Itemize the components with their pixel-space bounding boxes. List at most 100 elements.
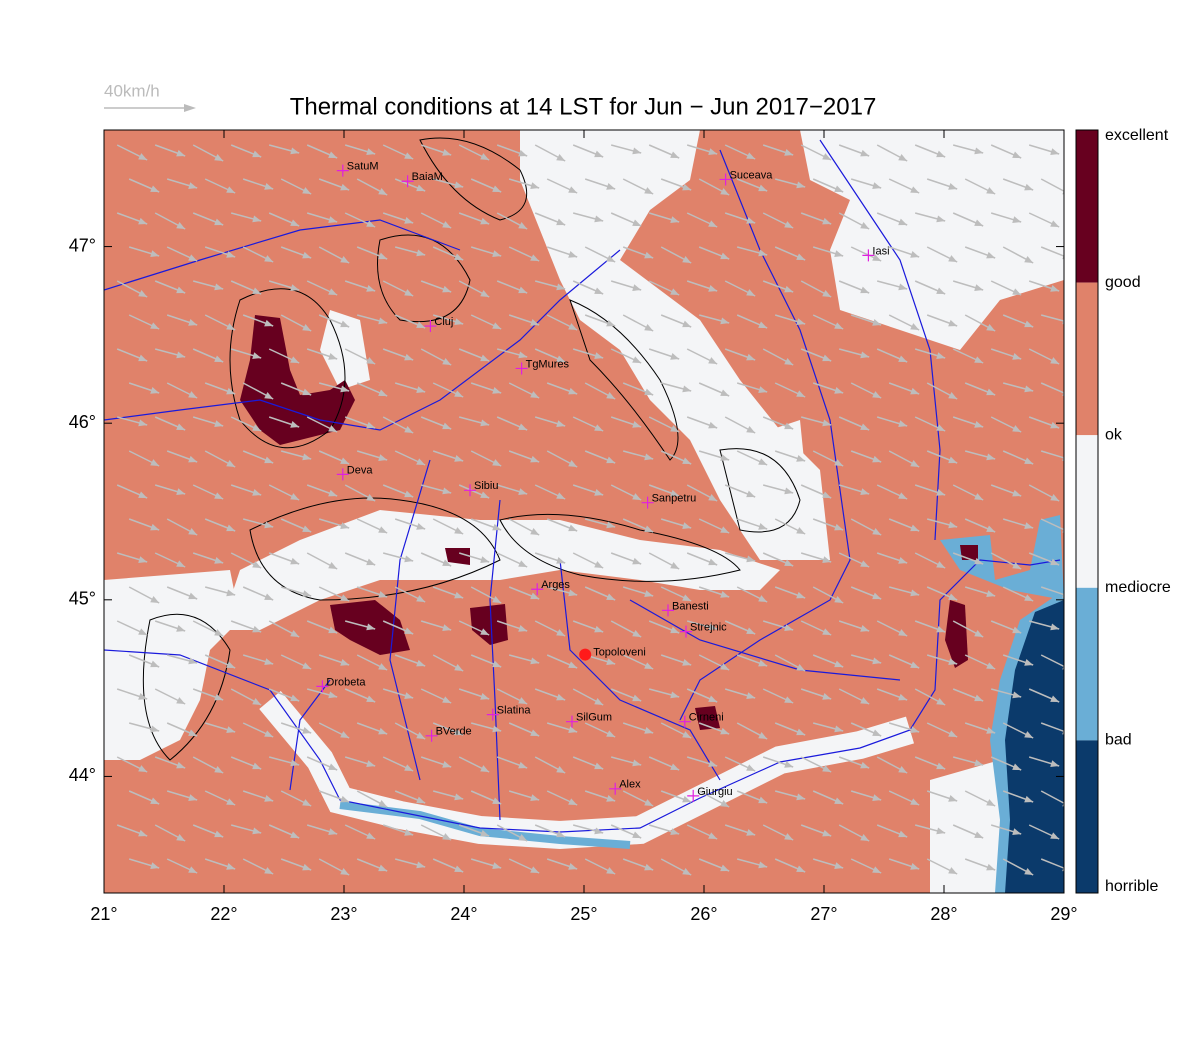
wind-arrow-head	[974, 219, 984, 226]
wind-arrow-head	[378, 727, 388, 735]
wind-arrow-head	[556, 693, 566, 701]
wind-arrow-head	[416, 321, 426, 328]
wind-arrow-head	[594, 150, 604, 158]
wind-arrow-head	[986, 251, 996, 259]
wind-arrow-head	[454, 318, 464, 325]
city-marker	[719, 173, 732, 186]
wind-arrow-head	[416, 861, 426, 869]
wind-arrow-head	[910, 323, 920, 330]
wind-arrow-head	[480, 628, 490, 635]
wind-arrow-head	[416, 386, 426, 393]
wind-arrow-head	[746, 627, 756, 634]
wind-arrow-head	[974, 831, 984, 838]
wind-arrow-head	[416, 796, 426, 804]
wind-arrow-head	[796, 455, 806, 462]
wind-arrow-head	[986, 525, 996, 532]
wind-arrow-head	[264, 255, 274, 262]
wind-arrow-head	[948, 255, 958, 262]
wind-arrow-head	[530, 182, 540, 189]
wind-arrow-head	[682, 731, 692, 738]
wind-arrow-head	[264, 319, 274, 327]
wind-arrow-head	[188, 528, 198, 535]
wind-arrow-head	[834, 387, 844, 394]
wind-arrow-head	[720, 188, 730, 195]
wind-arrow-head	[986, 453, 996, 461]
wind-arrow-head	[214, 766, 224, 773]
wind-arrow-head	[796, 318, 806, 325]
wind-arrow-head	[264, 795, 274, 802]
city-label: BVerde	[436, 726, 472, 738]
wind-arrow-head	[632, 831, 642, 838]
wind-arrow-head	[176, 351, 186, 359]
wind-arrow-head	[340, 731, 350, 738]
wind-arrow-head	[226, 661, 236, 668]
wind-arrow-head	[568, 589, 578, 597]
wind-arrow-head	[328, 763, 338, 770]
wind-arrow-head	[986, 388, 996, 396]
wind-arrow-head	[948, 867, 958, 874]
city-marker	[464, 484, 476, 497]
wind-arrow-head	[822, 153, 832, 160]
wind-arrow-head	[302, 590, 312, 597]
wind-arrow-head	[860, 560, 870, 567]
wind-arrow-head	[872, 592, 882, 600]
wind-arrow-head	[556, 218, 566, 226]
wind-arrow-head	[720, 317, 730, 325]
wind-arrow-head	[594, 352, 604, 359]
wind-arrow-head	[632, 284, 642, 291]
wind-arrow-shaft	[1040, 246, 1064, 257]
wind-arrow-head	[1024, 868, 1034, 875]
wind-arrow-head	[974, 147, 984, 155]
wind-arrow-head	[682, 320, 692, 328]
legend-swatch	[1076, 435, 1098, 588]
wind-arrow-head	[872, 729, 882, 736]
wind-arrow-head	[150, 459, 160, 466]
wind-arrow-head	[480, 765, 490, 772]
wind-arrow-head	[214, 283, 224, 291]
wind-arrow-head	[670, 425, 680, 432]
wind-arrow-head	[746, 217, 756, 224]
wind-arrow-head	[226, 798, 236, 805]
wind-arrow-head	[784, 559, 794, 566]
wind-arrow-head	[442, 358, 452, 365]
wind-arrow-head	[606, 255, 616, 262]
wind-arrow-head	[188, 391, 198, 398]
wind-arrow-head	[898, 420, 908, 427]
wind-arrow-head	[720, 727, 730, 735]
wind-arrow-head	[796, 181, 806, 189]
wind-arrow-head	[518, 625, 528, 632]
wind-arrow-head	[138, 491, 148, 498]
wind-arrow-head	[454, 664, 464, 671]
wind-arrow-head	[1024, 183, 1034, 191]
wind-arrow-head	[898, 283, 908, 291]
wind-arrow-head	[416, 458, 426, 465]
wind-arrow-head	[404, 490, 414, 498]
wind-arrow-head	[1050, 285, 1060, 292]
wind-arrow-head	[492, 596, 502, 603]
wind-arrow-head	[290, 759, 300, 767]
wind-arrow-head	[366, 220, 376, 227]
wind-arrow-head	[404, 829, 414, 836]
wind-arrow-head	[530, 528, 540, 535]
wind-arrow-head	[872, 794, 882, 801]
wind-arrow-head	[594, 827, 604, 835]
horrible-area	[1005, 600, 1064, 893]
wind-arrow-head	[822, 765, 832, 772]
map-area	[104, 130, 1064, 893]
wind-arrow-head	[1012, 489, 1022, 497]
wind-arrow-head	[644, 388, 654, 396]
city-label: Arges	[541, 579, 570, 591]
x-tick-label: 23°	[330, 904, 357, 924]
wind-arrow-head	[936, 215, 946, 223]
wind-arrow-head	[898, 218, 908, 226]
wind-arrow-head	[556, 557, 566, 564]
wind-arrow-head	[872, 319, 882, 326]
wind-arrow-head	[214, 492, 224, 499]
wind-arrow-head	[910, 387, 920, 395]
wind-arrow-head	[568, 460, 578, 467]
wind-arrow-head	[518, 560, 528, 567]
wind-arrow-head	[264, 183, 274, 190]
wind-arrow-head	[834, 725, 844, 733]
wind-arrow-head	[252, 625, 262, 633]
wind-arrow-head	[150, 797, 160, 804]
